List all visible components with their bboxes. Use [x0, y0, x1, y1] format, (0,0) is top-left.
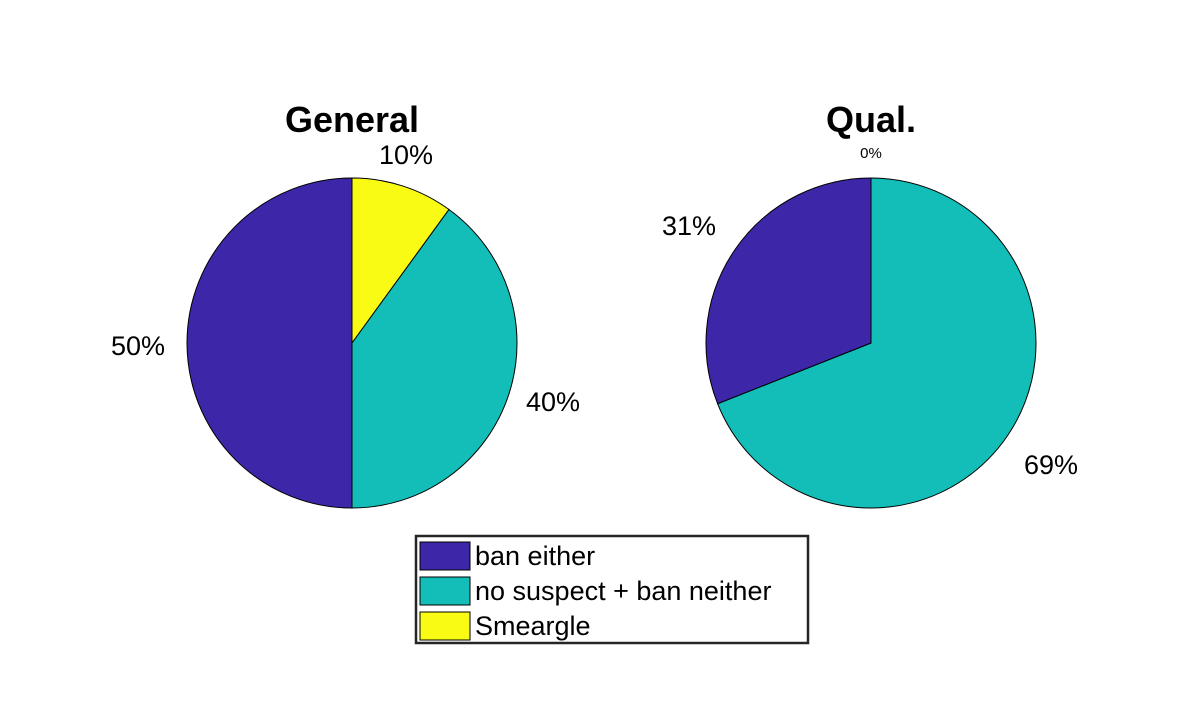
legend-box	[414, 534, 810, 645]
legend-item-smeargle: Smeargle	[419, 611, 591, 641]
legend: ban either no suspect + ban neither Smea…	[414, 534, 810, 645]
pie-general: General 50% 40% 10%	[111, 99, 580, 509]
pie-general-slice-ban-either	[186, 177, 353, 509]
pie-qual-label-ban-either: 31%	[662, 211, 716, 241]
legend-label-no-suspect-ban-neither: no suspect + ban neither	[475, 576, 771, 606]
pie-general-title: General	[285, 99, 419, 140]
legend-swatch-no-suspect-ban-neither	[419, 576, 471, 606]
pie-general-slice-no-suspect-ban-neither	[351, 208, 518, 509]
pie-general-label-no-suspect: 40%	[526, 387, 580, 417]
pie-qual-label-no-suspect: 69%	[1024, 450, 1078, 480]
legend-swatch-smeargle	[419, 611, 471, 641]
pie-general-slice-smeargle	[351, 177, 450, 345]
pie-general-label-smeargle: 10%	[379, 140, 433, 170]
pie-qual-slice-ban-either	[705, 177, 872, 405]
pie-qual-title: Qual.	[826, 99, 916, 140]
pie-general-label-ban-either: 50%	[111, 331, 165, 361]
pie-general-slices	[186, 177, 518, 509]
pie-qual-slices	[705, 177, 1037, 509]
pie-qual-label-smeargle: 0%	[860, 145, 882, 162]
legend-label-ban-either: ban either	[475, 541, 595, 571]
legend-item-no-suspect-ban-neither: no suspect + ban neither	[419, 576, 771, 606]
pie-qual-slice-no-suspect-ban-neither	[716, 177, 1037, 509]
pie-qual: Qual. 31% 69% 0%	[662, 99, 1078, 509]
legend-swatch-ban-either	[419, 541, 471, 571]
legend-item-ban-either: ban either	[419, 541, 595, 571]
legend-label-smeargle: Smeargle	[475, 611, 591, 641]
